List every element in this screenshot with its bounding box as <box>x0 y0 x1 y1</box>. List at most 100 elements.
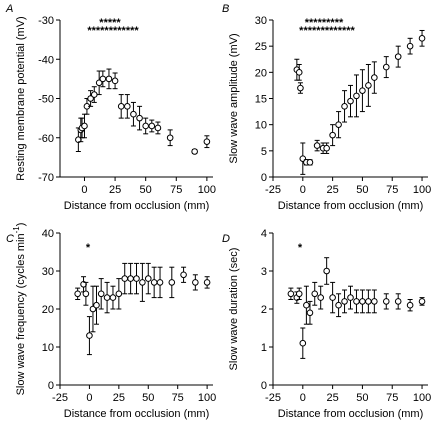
y-tick-label: 3 <box>261 266 267 278</box>
y-axis-title: Slow wave frequency (cycles min-1) <box>12 223 27 396</box>
panel-letter: B <box>222 3 229 15</box>
y-tick-label: 2 <box>261 304 267 316</box>
point <box>103 294 111 301</box>
x-tick-label: 100 <box>198 184 216 196</box>
panel-letter: A <box>5 3 13 15</box>
significance: ***** <box>99 17 121 29</box>
point <box>341 103 348 110</box>
point <box>297 84 304 92</box>
x-tick-label: 0 <box>81 184 87 196</box>
point <box>371 74 378 81</box>
point <box>117 103 125 110</box>
point <box>86 332 93 339</box>
y-tick-label: -70 <box>38 172 54 184</box>
point <box>323 267 330 275</box>
x-tick-label: 0 <box>300 184 306 196</box>
y-tick-label: 1 <box>261 342 267 354</box>
point <box>418 35 426 42</box>
x-tick-label: 25 <box>326 184 338 196</box>
point <box>347 97 354 105</box>
point <box>306 309 314 317</box>
point <box>156 279 164 286</box>
y-axis-title-sup: -1 <box>12 226 21 234</box>
y-axis-title-text: Slow wave duration (sec) <box>228 248 240 371</box>
y-axis-title-text: Slow wave frequency (cycles min <box>15 233 27 395</box>
point <box>347 294 354 301</box>
point <box>394 298 402 305</box>
x-tick-label: 25 <box>113 392 125 404</box>
point <box>105 75 113 83</box>
significance: ************* <box>299 25 355 37</box>
x-tick-label: 100 <box>413 392 431 404</box>
y-tick-label: 20 <box>42 304 54 316</box>
y-axis-title: Slow wave amplitude (mV) <box>228 33 240 163</box>
point <box>335 301 342 309</box>
point <box>97 290 105 298</box>
y-tick-label: 20 <box>255 67 267 79</box>
y-tick-label: 4 <box>261 228 267 240</box>
y-tick-label: 0 <box>261 380 267 392</box>
x-tick-label: 25 <box>326 392 338 404</box>
x-axis-title: Distance from occlusion (mm) <box>64 200 209 212</box>
point <box>109 294 117 301</box>
point <box>90 91 98 98</box>
significance: ********* <box>305 17 344 29</box>
point <box>371 298 378 305</box>
point <box>154 124 162 132</box>
x-tick-label: 50 <box>140 184 152 196</box>
x-tick-label: 50 <box>356 392 368 404</box>
y-tick-label: 5 <box>261 146 267 158</box>
y-tick-label: 30 <box>255 15 267 27</box>
point <box>382 298 390 305</box>
x-tick-label: 75 <box>386 184 398 196</box>
y-axis-title-text: Slow wave amplitude (mV) <box>228 33 240 163</box>
y-tick-label: 10 <box>42 342 54 354</box>
point <box>353 298 360 305</box>
point <box>311 290 319 298</box>
x-axis-title: Distance from occlusion (mm) <box>278 408 423 420</box>
point <box>180 271 187 279</box>
point <box>295 290 303 298</box>
point <box>382 63 390 71</box>
point <box>124 103 131 110</box>
y-tick-label: 10 <box>255 120 267 132</box>
x-tick-label: 75 <box>386 392 398 404</box>
y-tick-label: -40 <box>38 54 54 66</box>
point <box>130 110 137 118</box>
point <box>111 77 119 85</box>
x-tick-label: 75 <box>172 392 184 404</box>
point <box>317 294 324 301</box>
y-tick-label: 25 <box>255 41 267 53</box>
point <box>121 275 129 282</box>
point <box>406 301 414 309</box>
point <box>82 290 90 298</box>
significance: * <box>298 242 303 254</box>
point <box>418 298 426 305</box>
x-tick-label: 50 <box>356 184 368 196</box>
x-tick-label: -25 <box>265 392 281 404</box>
x-tick-label: 25 <box>109 184 121 196</box>
x-tick-label: 0 <box>300 392 306 404</box>
point <box>115 290 123 298</box>
y-tick-label: -30 <box>38 15 54 27</box>
point <box>99 75 107 83</box>
significance: * <box>86 242 91 254</box>
point <box>168 279 176 286</box>
point <box>136 114 143 122</box>
point <box>299 339 307 347</box>
point <box>95 79 103 87</box>
y-axis-title: Slow wave duration (sec) <box>228 248 240 371</box>
x-tick-label: 0 <box>86 392 92 404</box>
point <box>306 159 314 166</box>
y-axis-title: Resting membrane potential (mV) <box>15 16 27 180</box>
y-tick-label: -50 <box>38 94 54 106</box>
point <box>359 87 366 94</box>
point <box>329 131 336 139</box>
point <box>365 82 372 89</box>
point <box>139 279 146 286</box>
y-tick-label: 0 <box>48 380 54 392</box>
significance: ************ <box>87 25 139 37</box>
